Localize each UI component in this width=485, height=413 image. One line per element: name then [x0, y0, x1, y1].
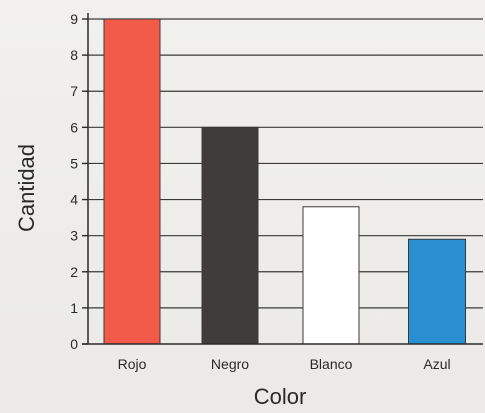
y-tick-label: 6 [70, 119, 78, 135]
bar-rojo [103, 18, 161, 345]
x-tick-label: Rojo [118, 356, 147, 372]
y-tick-label: 9 [70, 11, 78, 27]
y-tick-label: 4 [70, 192, 78, 208]
y-tick-label: 8 [70, 47, 78, 63]
bars [103, 18, 466, 345]
y-tick-label: 3 [70, 228, 78, 244]
y-tick-label: 5 [70, 155, 78, 171]
x-tick-label: Negro [211, 356, 249, 372]
x-axis-title: Color [254, 384, 307, 409]
bar-blanco [302, 206, 360, 345]
y-tick-label: 7 [70, 83, 78, 99]
tick-labels: 0 1 2 3 4 5 6 7 8 9 Rojo Negro Blanco Azul [70, 11, 450, 372]
x-tick-label: Azul [423, 356, 450, 372]
axes [82, 13, 483, 345]
x-tick-label: Blanco [310, 356, 353, 372]
y-axis-title: Cantidad [14, 144, 39, 232]
bar-negro [201, 126, 259, 345]
y-tick-label: 1 [70, 300, 78, 316]
bar-azul [408, 238, 466, 345]
y-tick-label: 2 [70, 264, 78, 280]
y-tick-label: 0 [70, 336, 78, 352]
